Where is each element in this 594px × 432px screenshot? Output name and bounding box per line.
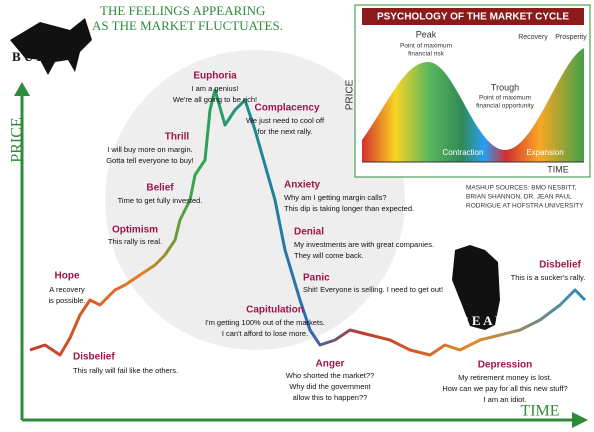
y-arrow [14, 82, 30, 96]
stage-caption: Why am I getting margin calls? [284, 193, 387, 202]
bear-icon [452, 245, 500, 330]
source: MASHUP SOURCES: BMO NESBITT, [466, 185, 577, 192]
stage-caption: allow this to happen?? [293, 393, 368, 402]
stage-caption: My retirement money is lost. [458, 373, 552, 382]
inset-note: financial opportunity [476, 103, 535, 110]
stage-caption: Gotta tell everyone to buy! [106, 156, 194, 165]
inset-label: Contraction [443, 148, 484, 157]
price-line [29, 88, 587, 357]
stage-caption: My investments are with great companies. [294, 240, 434, 249]
stage-title: Panic [303, 273, 330, 284]
header-line: THE FEELINGS APPEARING [100, 3, 265, 18]
stage-caption: This rally is real. [108, 237, 162, 246]
stage-caption: I can't afford to lose more. [222, 329, 308, 338]
stage-title: Anxiety [284, 180, 321, 191]
stage-title: Anger [316, 359, 345, 370]
stage-caption: Why did the government [289, 382, 371, 391]
watermark [105, 50, 405, 350]
inset-note: Point of maximum [479, 95, 531, 102]
inset-label: Expansion [526, 148, 563, 157]
x-arrow [572, 412, 588, 428]
stage-caption: How can we pay for all this new stuff? [442, 384, 567, 393]
inset-axis-label: TIME [547, 164, 569, 174]
stage-caption: is possible. [48, 296, 85, 305]
header-line: AS THE MARKET FLUCTUATES. [92, 18, 283, 33]
stage-title: Capitulation [246, 305, 304, 316]
stage-title: Disbelief [539, 260, 581, 271]
inset-label: Recovery [518, 34, 548, 41]
stage-caption: Who shorted the market?? [286, 371, 374, 380]
stage-caption: This is a sucker's rally. [511, 273, 586, 282]
stage-caption: for the next rally. [258, 127, 313, 136]
inset-title-bar [362, 8, 584, 25]
source: RODRIGUE AT HOFSTRA UNIVERSITY [466, 203, 584, 210]
bull-label: B U L L [12, 49, 57, 64]
stage-caption: We just need to cool off [246, 116, 325, 125]
stage-caption: Time to get fully invested. [118, 196, 203, 205]
stage-caption: They will come back. [294, 251, 364, 260]
inset [354, 4, 591, 178]
stage-title: Denial [294, 227, 324, 238]
x-axis-label: TIME [520, 403, 559, 420]
stage-title: Complacency [254, 103, 319, 114]
bear-label: B E A R [460, 313, 505, 328]
stage-title: Hope [55, 271, 80, 282]
bull-icon [10, 18, 92, 75]
inset-note: Point of maximum [400, 43, 452, 50]
stage-caption: This rally will fail like the others. [73, 366, 178, 375]
stage-caption: I'm getting 100% out of the markets. [205, 318, 325, 327]
inset-curve [362, 48, 584, 162]
stage-caption: I will buy more on margin. [107, 145, 192, 154]
stage-title: Belief [146, 183, 174, 194]
inset-note: financial risk [408, 51, 445, 58]
y-axis-label: PRICE [9, 117, 26, 162]
stage-title: Depression [478, 360, 532, 371]
stage-title: Disbelief [73, 352, 115, 363]
stage-title: Euphoria [193, 71, 237, 82]
inset-label: Peak [416, 29, 437, 39]
source: BRIAN SHANNON, DR. JEAN PAUL [466, 194, 572, 201]
stage-title: Thrill [165, 132, 190, 143]
inset-label: Prosperity [555, 34, 587, 41]
stage-title: Optimism [112, 225, 158, 236]
stage-caption: Shit! Everyone is selling. I need to get… [303, 285, 443, 294]
stage-caption: I am a genius! [191, 84, 238, 93]
inset-label: Trough [491, 82, 519, 92]
stage-caption: This dip is taking longer than expected. [284, 204, 414, 213]
stage-caption: I am an idiot. [484, 395, 527, 404]
inset-axis-label: PRICE [345, 79, 356, 110]
inset-title: PSYCHOLOGY OF THE MARKET CYCLE [377, 12, 569, 23]
stage-caption: A recovery [49, 285, 85, 294]
stage-caption: We're all going to be rich! [173, 95, 257, 104]
